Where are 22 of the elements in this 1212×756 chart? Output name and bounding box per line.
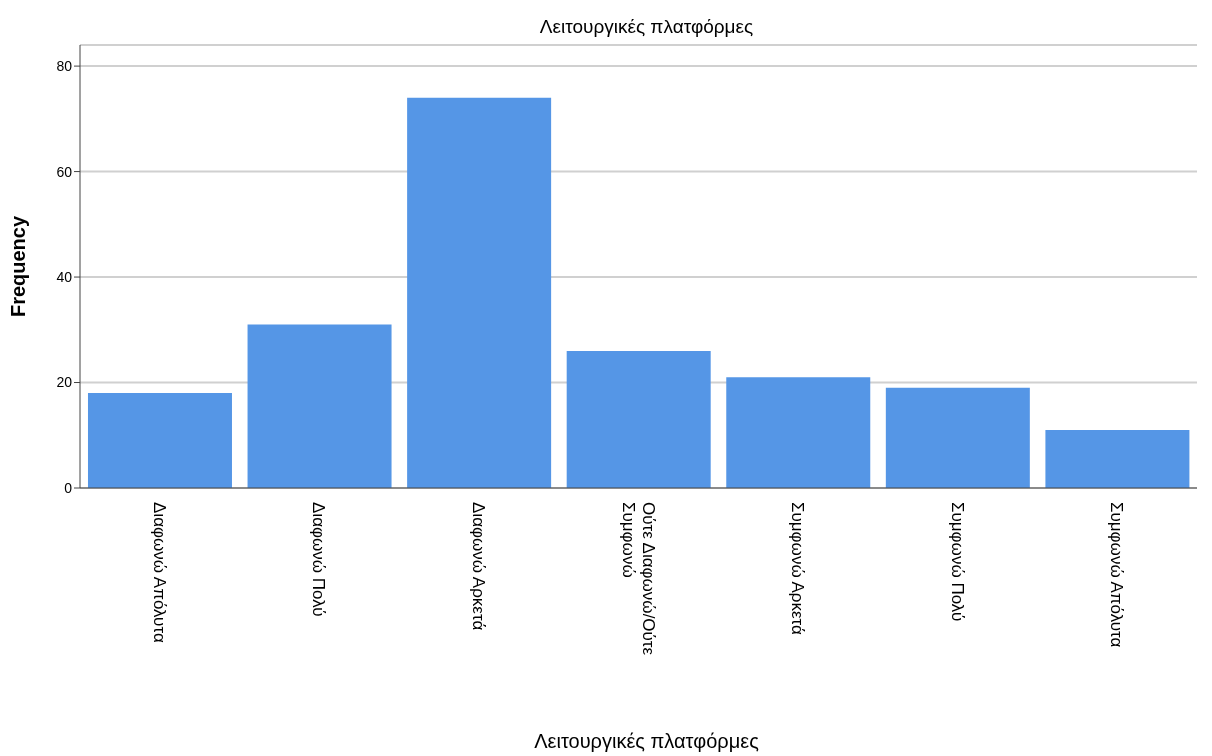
x-tick-label: Συμφωνώ Αρκετά <box>788 502 808 636</box>
bar <box>726 377 871 488</box>
y-axis-title: Frequency <box>7 215 30 318</box>
bar <box>1045 429 1190 488</box>
bar <box>566 350 711 488</box>
y-tick-label: 60 <box>56 163 73 180</box>
y-tick-label: 40 <box>56 269 73 286</box>
x-tick-label: Συμφωνώ Πολύ <box>947 502 967 622</box>
x-tick-label: Ούτε Διαφωνώ/Ούτε Συμφωνώ <box>618 502 658 656</box>
y-tick-label: 20 <box>56 374 73 391</box>
bar <box>885 387 1030 488</box>
bar <box>247 324 392 488</box>
x-tick-label: Διαφωνώ Αρκετά <box>468 502 488 631</box>
x-tick-label: Συμφωνώ Απόλυτα <box>1107 502 1127 648</box>
y-tick-label: 80 <box>56 58 73 75</box>
x-tick-label: Διαφωνώ Πολύ <box>309 502 329 617</box>
x-axis-title: Λειτουργικές πλατφόρμες <box>533 730 760 753</box>
bar <box>407 97 552 488</box>
y-tick-label: 0 <box>64 479 73 496</box>
x-tick-label: Διαφωνώ Απόλυτα <box>149 502 169 643</box>
bar <box>87 393 232 488</box>
chart-title: Λειτουργικές πλατφόρμες <box>538 16 755 38</box>
